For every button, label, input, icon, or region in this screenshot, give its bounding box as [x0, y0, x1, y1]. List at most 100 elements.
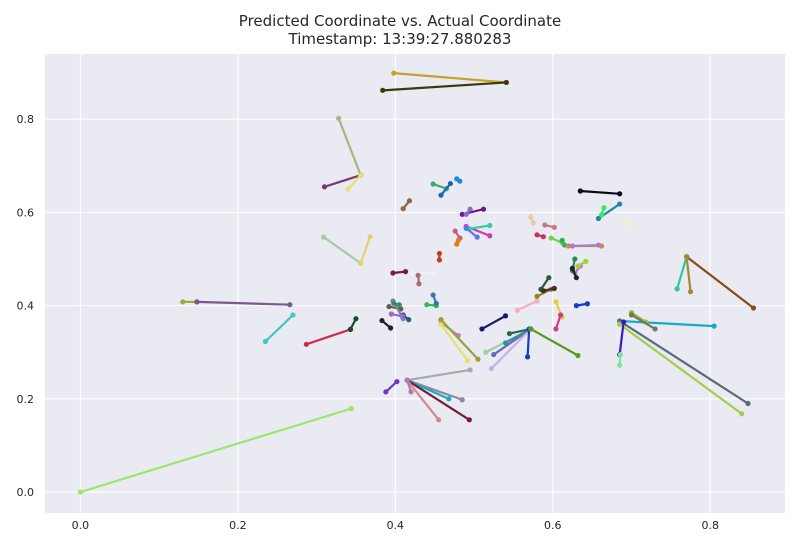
predicted-point: [383, 389, 389, 395]
predicted-point: [262, 338, 269, 345]
series-segment: [406, 368, 472, 382]
series-segment: [630, 313, 657, 331]
actual-point: [353, 316, 359, 322]
actual-point: [475, 356, 481, 362]
x-tick-label: 0.6: [544, 519, 562, 532]
actual-point: [561, 242, 568, 248]
actual-point: [387, 325, 394, 331]
series-segment: [406, 379, 440, 421]
series-segment: [468, 224, 491, 230]
series-segment: [685, 255, 755, 310]
actual-point: [551, 224, 557, 230]
series-segment: [618, 323, 743, 415]
series-segment: [480, 314, 507, 331]
predicted-point: [528, 326, 534, 332]
predicted-point: [430, 181, 436, 187]
series-segment: [195, 300, 291, 306]
predicted-point: [415, 272, 421, 278]
series-segment: [346, 174, 362, 191]
series-segment: [392, 72, 508, 84]
predicted-point: [553, 299, 559, 305]
predicted-point: [575, 263, 581, 269]
predicted-point: [577, 188, 583, 194]
predicted-point: [559, 237, 565, 243]
actual-point: [480, 206, 487, 212]
predicted-point: [524, 354, 531, 360]
actual-point: [287, 302, 293, 308]
y-tick-label: 0.8: [17, 113, 35, 126]
series-segment: [406, 379, 471, 421]
actual-point: [433, 300, 439, 306]
actual-point: [628, 221, 635, 227]
actual-point: [503, 79, 509, 86]
actual-point: [447, 180, 454, 187]
actual-point: [454, 241, 460, 247]
predicted-point: [534, 293, 540, 299]
actual-point: [463, 211, 469, 217]
x-tick-label: 0.0: [72, 519, 90, 532]
series-segment: [337, 117, 362, 177]
predicted-point: [400, 206, 406, 212]
predicted-point: [379, 317, 385, 324]
actual-point: [446, 396, 452, 402]
predicted-point: [410, 270, 416, 277]
series-segment: [381, 81, 508, 92]
actual-point: [595, 242, 602, 248]
plot-area: [45, 54, 785, 513]
predicted-point: [438, 317, 444, 323]
series-segment: [305, 328, 352, 346]
actual-point: [436, 417, 442, 423]
predicted-point: [430, 292, 436, 298]
series-segment: [529, 327, 580, 357]
actual-point: [575, 352, 581, 359]
actual-point: [572, 256, 578, 262]
predicted-point: [548, 235, 554, 241]
predicted-point: [479, 326, 485, 332]
predicted-point: [436, 250, 443, 257]
series-segment: [323, 174, 362, 188]
predicted-point: [502, 340, 509, 346]
series-segment: [676, 255, 688, 290]
predicted-point: [540, 288, 546, 294]
predicted-point: [336, 115, 342, 121]
actual-point: [396, 302, 402, 308]
predicted-point: [595, 215, 602, 222]
y-tick-label: 0.0: [17, 486, 35, 499]
predicted-point: [528, 214, 534, 220]
series-segment: [685, 255, 692, 293]
predicted-point: [514, 307, 520, 313]
actual-point: [436, 257, 443, 263]
actual-point: [474, 234, 480, 240]
actual-point: [358, 172, 364, 178]
predicted-point: [438, 192, 444, 198]
series-segment: [79, 407, 353, 494]
series-segment: [579, 189, 621, 195]
predicted-point: [617, 321, 623, 327]
predicted-point: [424, 302, 430, 308]
predicted-point: [683, 254, 690, 260]
predicted-point: [598, 212, 605, 218]
predicted-point: [565, 243, 572, 249]
actual-point: [739, 411, 745, 417]
actual-point: [487, 222, 493, 229]
actual-point: [617, 191, 623, 197]
predicted-point: [194, 299, 200, 305]
series-segment: [504, 327, 532, 345]
y-tick-label: 0.6: [17, 206, 35, 219]
actual-point: [466, 417, 472, 423]
actual-point: [534, 298, 540, 304]
actual-point: [569, 265, 576, 271]
predicted-point: [467, 206, 473, 212]
actual-point: [406, 198, 413, 204]
actual-point: [467, 367, 473, 373]
actual-point: [711, 323, 717, 329]
series-segment: [571, 243, 600, 248]
y-tick-label: 0.2: [17, 393, 35, 406]
predicted-point: [321, 234, 327, 240]
predicted-point: [459, 211, 465, 217]
predicted-point: [386, 303, 392, 310]
predicted-point: [617, 362, 623, 368]
actual-point: [530, 220, 536, 226]
series-segment: [359, 235, 372, 265]
